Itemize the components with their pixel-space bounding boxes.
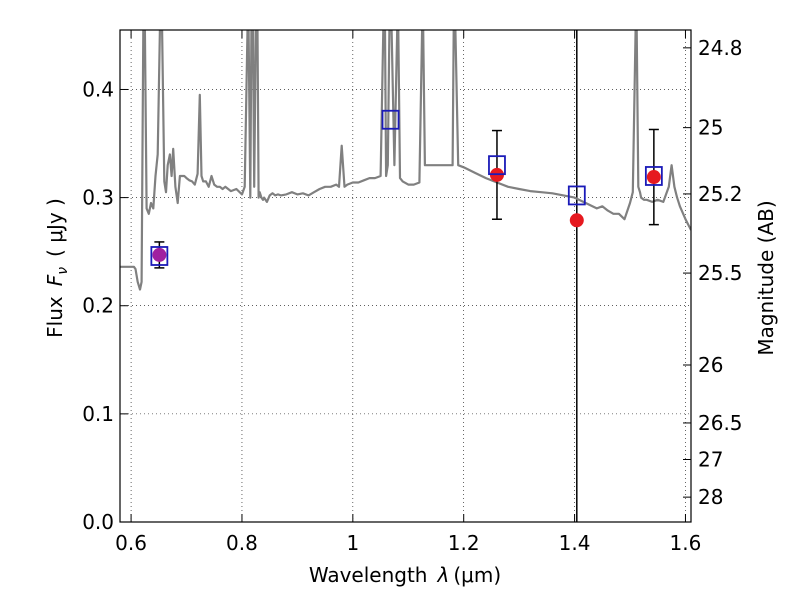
- right-tick-label: 27: [698, 447, 723, 471]
- y-tick-label: 0.4: [82, 77, 114, 101]
- model-spectrum-layer: [120, 30, 691, 291]
- right-axis-label: Magnitude (AB): [754, 200, 778, 355]
- model-band-marker: [381, 109, 400, 130]
- photometry-point: [152, 247, 167, 262]
- y-tick-label: 0.1: [82, 402, 114, 426]
- photometry-point: [646, 170, 661, 185]
- model-band-marker: [567, 185, 586, 206]
- model-spectrum-line: [120, 30, 691, 291]
- right-tick-label: 24.8: [698, 36, 743, 60]
- photometry-point: [569, 213, 584, 228]
- model-band-marker: [150, 246, 169, 266]
- model-band-layer: [150, 109, 663, 266]
- errorbar-layer: [154, 128, 659, 269]
- tick-label-layer: 0.6 0.8 1 1.2 1.4 1.6 0.0 0.1 0.2 0.3 0.4 24.8 25 25.…: [82, 36, 742, 555]
- x-axis-label: Wavelength λ (μm): [309, 563, 501, 587]
- right-tick-label: 25.2: [698, 182, 743, 206]
- grid: [120, 30, 691, 523]
- x-tick-label: 1: [346, 531, 359, 555]
- right-tick-label: 26.5: [698, 411, 743, 435]
- model-band-marker: [644, 166, 663, 186]
- x-tick-label: 0.8: [226, 531, 258, 555]
- x-tick-label: 1.6: [670, 531, 702, 555]
- y-axis-label: FluxFν( μJy ): [43, 198, 71, 338]
- photometry-layer: [152, 167, 661, 262]
- x-tick-label: 0.6: [115, 531, 147, 555]
- right-tick-label: 26: [698, 353, 723, 377]
- plot-frame: [119, 29, 692, 523]
- tick-layer: [120, 30, 691, 523]
- x-tick-label: 1.4: [559, 531, 591, 555]
- y-tick-label: 0.2: [82, 294, 114, 318]
- right-tick-label: 28: [698, 485, 723, 509]
- model-band-marker: [488, 155, 506, 176]
- x-tick-label: 1.2: [448, 531, 480, 555]
- y-tick-label: 0.3: [82, 186, 114, 210]
- right-tick-label: 25.5: [698, 261, 743, 285]
- y-tick-label: 0.0: [82, 510, 114, 534]
- right-tick-label: 25: [698, 116, 723, 140]
